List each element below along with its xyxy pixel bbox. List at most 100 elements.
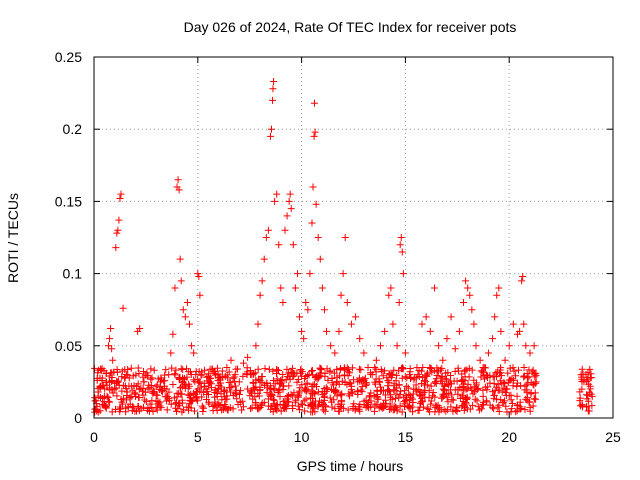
data-point <box>237 387 245 395</box>
data-point <box>344 368 352 376</box>
data-point <box>439 392 447 400</box>
data-point <box>451 368 459 376</box>
data-point <box>321 369 329 377</box>
data-point <box>110 368 118 376</box>
data-point <box>324 376 332 384</box>
data-point <box>309 381 317 389</box>
data-point <box>140 368 148 376</box>
data-point <box>445 389 453 397</box>
data-point <box>296 384 304 392</box>
data-point <box>267 385 275 393</box>
data-point <box>438 364 446 372</box>
data-point <box>385 291 393 299</box>
data-point <box>364 363 372 371</box>
data-point <box>493 368 501 376</box>
data-point <box>370 407 378 415</box>
data-point <box>281 397 289 405</box>
data-point <box>410 373 418 381</box>
data-point <box>277 379 285 387</box>
data-point <box>510 376 518 384</box>
data-point <box>269 367 277 375</box>
data-point <box>367 389 375 397</box>
data-point <box>104 393 112 401</box>
data-point <box>580 378 588 386</box>
data-point <box>328 385 336 393</box>
data-point <box>517 404 525 412</box>
data-point <box>395 394 403 402</box>
data-point <box>163 406 171 414</box>
data-point <box>363 400 371 408</box>
data-point <box>355 405 363 413</box>
data-point <box>401 373 409 381</box>
data-point <box>186 368 194 376</box>
data-point <box>306 394 314 402</box>
data-point <box>402 392 410 400</box>
data-point <box>190 376 198 384</box>
data-point <box>313 372 321 380</box>
data-point <box>588 392 596 400</box>
data-point <box>283 365 291 373</box>
data-point <box>258 277 266 285</box>
data-point <box>316 371 324 379</box>
data-point <box>340 404 348 412</box>
data-point <box>172 366 180 374</box>
data-point <box>319 391 327 399</box>
x-tick-label: 25 <box>605 429 621 445</box>
data-point <box>473 385 481 393</box>
data-point <box>335 327 343 335</box>
data-point <box>391 386 399 394</box>
data-point <box>153 391 161 399</box>
data-point <box>316 364 324 372</box>
data-point <box>357 377 365 385</box>
data-point <box>439 385 447 393</box>
data-point <box>416 392 424 400</box>
data-point <box>113 229 121 237</box>
data-point <box>389 320 397 328</box>
data-point <box>462 398 470 406</box>
data-point <box>118 387 126 395</box>
data-point <box>509 382 517 390</box>
data-point <box>109 356 117 364</box>
data-point <box>322 402 330 410</box>
data-point <box>309 183 317 191</box>
data-point <box>308 390 316 398</box>
data-point <box>134 380 142 388</box>
data-point <box>526 349 534 357</box>
data-point <box>414 371 422 379</box>
data-point <box>270 386 278 394</box>
data-point <box>379 372 387 380</box>
data-point <box>447 386 455 394</box>
data-point <box>112 384 120 392</box>
data-point <box>438 377 446 385</box>
data-point <box>495 408 503 416</box>
data-point <box>372 375 380 383</box>
data-point <box>279 382 287 390</box>
data-point <box>513 382 521 390</box>
data-point <box>327 342 335 350</box>
data-point <box>286 190 294 198</box>
data-point <box>328 375 336 383</box>
data-point <box>235 391 243 399</box>
data-point <box>419 403 427 411</box>
data-point <box>357 386 365 394</box>
data-point <box>391 402 399 410</box>
data-point <box>231 390 239 398</box>
data-point <box>294 376 302 384</box>
data-point <box>475 406 483 414</box>
y-tick-label: 0.25 <box>55 49 82 65</box>
data-point <box>244 353 252 361</box>
data-point <box>149 389 157 397</box>
data-point <box>101 385 109 393</box>
data-point <box>311 397 319 405</box>
data-point <box>447 313 455 321</box>
data-point <box>106 335 114 343</box>
data-point <box>530 370 538 378</box>
data-point <box>142 398 150 406</box>
data-point <box>414 406 422 414</box>
data-point <box>431 379 439 387</box>
data-point <box>200 379 208 387</box>
data-point <box>288 402 296 410</box>
data-point <box>216 379 224 387</box>
data-point <box>393 342 401 350</box>
data-point <box>464 380 472 388</box>
